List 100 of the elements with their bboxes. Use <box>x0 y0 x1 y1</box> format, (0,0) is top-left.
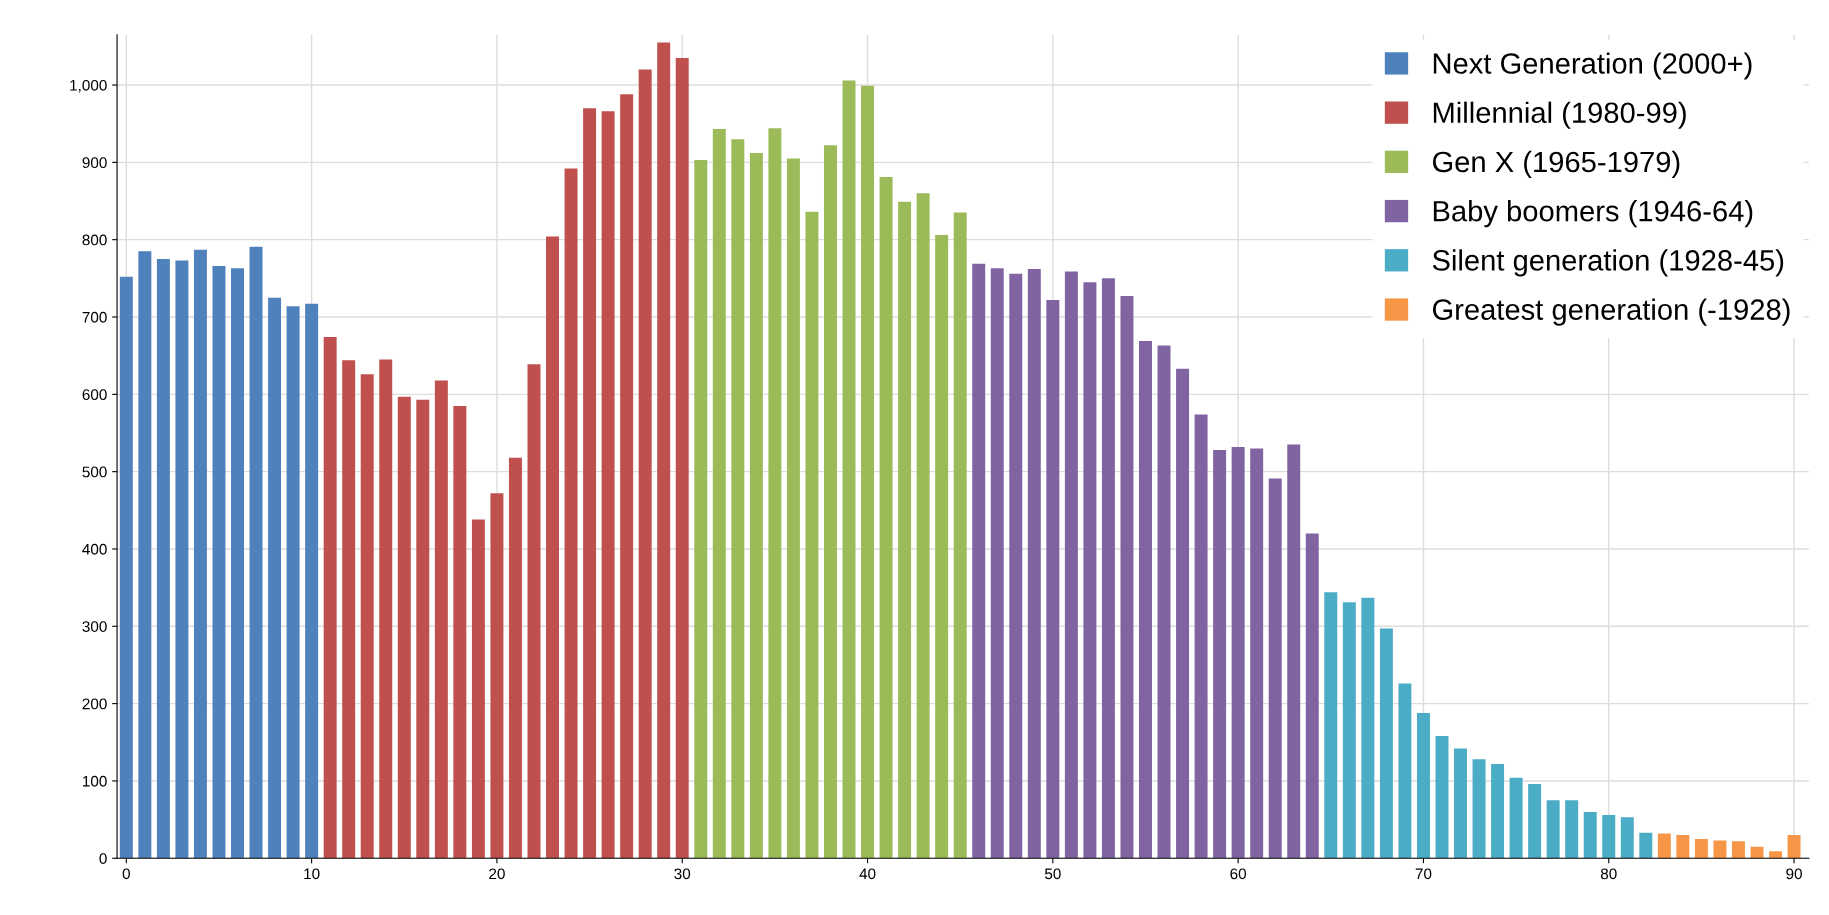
x-tick-label: 50 <box>1044 868 1061 880</box>
bar <box>1713 840 1727 859</box>
bar <box>935 235 949 859</box>
legend-label: Millennial (1980-99) <box>1433 101 1686 129</box>
bar <box>212 265 226 859</box>
bar <box>712 129 726 859</box>
legend-label: Silent generation (1928-45) <box>1432 249 1784 277</box>
bar <box>1472 759 1486 859</box>
x-tick-label: 40 <box>859 868 876 880</box>
bar <box>1491 763 1505 859</box>
bar <box>638 69 652 859</box>
y-tick-label: 900 <box>82 157 107 169</box>
bar <box>1083 282 1097 859</box>
bar <box>342 360 356 859</box>
bar <box>1602 814 1616 859</box>
bar <box>1046 299 1060 859</box>
legend-label: Greatest generation (-1928) <box>1432 298 1790 326</box>
bar <box>564 168 578 859</box>
bar <box>323 337 337 859</box>
y-tick-label: 500 <box>82 466 107 478</box>
bar <box>1454 748 1467 859</box>
bar <box>861 85 875 859</box>
bar <box>416 399 430 859</box>
bar <box>749 153 763 859</box>
bar <box>527 364 541 859</box>
bar <box>953 212 967 859</box>
bar <box>786 158 800 859</box>
bar <box>231 268 244 859</box>
x-tick-label: 70 <box>1415 868 1432 880</box>
bar <box>1528 784 1542 859</box>
bar <box>1583 811 1597 859</box>
x-tick-label: 10 <box>304 868 320 880</box>
bar <box>1009 273 1023 859</box>
bar <box>1120 296 1134 859</box>
bar <box>972 263 986 859</box>
bar <box>1064 271 1078 859</box>
y-tick-label: 300 <box>82 621 107 632</box>
bar <box>1620 817 1634 859</box>
bar <box>620 94 634 859</box>
x-tick-label: 80 <box>1600 868 1617 880</box>
bar <box>990 268 1004 859</box>
bar <box>1305 533 1319 859</box>
legend-label: Gen X (1965-1979) <box>1432 150 1680 179</box>
legend-label: Baby boomers (1946-64) <box>1433 200 1753 228</box>
bar <box>119 276 133 859</box>
bar <box>379 359 393 859</box>
bar <box>1139 340 1152 859</box>
bar <box>842 80 856 859</box>
bar <box>249 246 263 859</box>
bar <box>675 57 689 859</box>
bar <box>1231 446 1245 859</box>
x-tick-label: 0 <box>122 868 130 880</box>
bar <box>1509 777 1523 859</box>
bar <box>1676 835 1690 859</box>
bar <box>193 249 207 859</box>
bar <box>1769 851 1783 859</box>
bar <box>268 297 282 859</box>
y-tick-label: 400 <box>82 543 107 555</box>
bar <box>1250 448 1264 859</box>
bar <box>601 111 615 859</box>
y-tick-label: 100 <box>83 775 107 787</box>
bar <box>1342 602 1356 859</box>
bar <box>1787 835 1801 859</box>
y-tick-label: 800 <box>82 234 107 246</box>
bar <box>768 128 782 859</box>
bar <box>916 193 930 859</box>
x-tick-label: 30 <box>674 868 691 880</box>
bar <box>879 177 893 859</box>
bar <box>490 493 504 859</box>
bar <box>453 405 467 859</box>
bar <box>1731 841 1745 859</box>
bar <box>1435 736 1449 859</box>
bar <box>1324 592 1338 859</box>
bar <box>305 303 319 859</box>
x-tick-label: 20 <box>489 868 505 880</box>
bar <box>138 251 152 859</box>
bar <box>1287 444 1301 859</box>
bar <box>156 259 170 859</box>
bar <box>1027 269 1041 859</box>
bar <box>286 306 300 859</box>
bar <box>1546 800 1560 859</box>
bar <box>1176 368 1190 859</box>
bar <box>1361 597 1375 859</box>
y-tick-label: 1,000 <box>70 79 107 93</box>
bar <box>1657 833 1671 859</box>
bar <box>471 519 485 859</box>
bar <box>694 160 708 859</box>
legend-label: Next Generation (2000+) <box>1433 52 1752 80</box>
bar <box>175 260 189 859</box>
x-tick-label: 60 <box>1230 868 1247 880</box>
y-tick-label: 200 <box>82 698 107 710</box>
bar <box>583 108 597 859</box>
bar <box>546 236 560 859</box>
bar <box>1268 478 1282 859</box>
bar <box>397 396 411 859</box>
bar <box>1416 712 1430 859</box>
y-tick-label: 0 <box>99 853 107 864</box>
bar <box>508 457 522 859</box>
bar <box>1101 278 1115 859</box>
bar <box>1694 838 1708 859</box>
